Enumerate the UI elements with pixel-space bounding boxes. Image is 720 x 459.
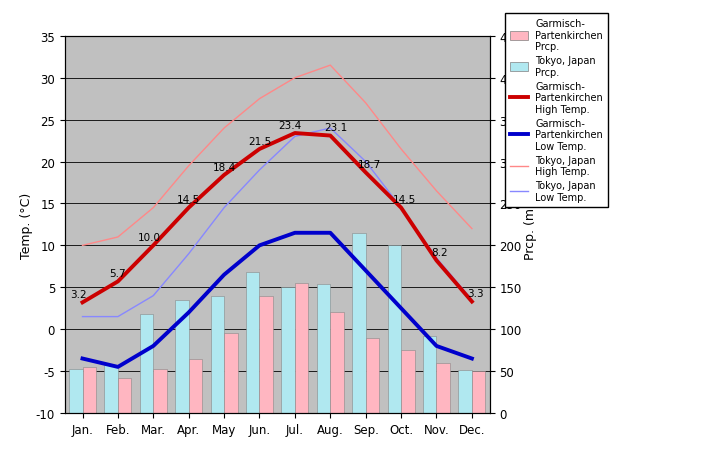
Garmisch-
Partenkirchen
High Temp.	[184, 206, 193, 211]
Bar	[459, 370, 472, 413]
Line: Tokyo, Japan
High Temp.: Tokyo, Japan High Temp.	[83, 66, 472, 246]
Tokyo, Japan
High Temp.	[184, 163, 193, 169]
Garmisch-
Partenkirchen
Low Temp.	[432, 343, 441, 349]
Garmisch-
Partenkirchen
Low Temp.	[467, 356, 476, 362]
Garmisch-
Partenkirchen
High Temp.	[326, 134, 335, 139]
Text: 8.2: 8.2	[432, 247, 449, 257]
Tokyo, Japan
Low Temp.	[397, 206, 405, 211]
Garmisch-
Partenkirchen
Low Temp.	[220, 272, 228, 278]
Text: 18.7: 18.7	[358, 160, 381, 170]
Bar	[140, 314, 153, 413]
Text: 10.0: 10.0	[138, 233, 161, 242]
Tokyo, Japan
Low Temp.	[291, 134, 300, 140]
Text: 5.7: 5.7	[109, 269, 126, 279]
Bar	[295, 284, 308, 413]
Tokyo, Japan
Low Temp.	[432, 256, 441, 261]
Garmisch-
Partenkirchen
High Temp.	[467, 299, 476, 305]
Garmisch-
Partenkirchen
High Temp.	[114, 279, 122, 285]
Bar	[423, 336, 436, 413]
Tokyo, Japan
High Temp.	[255, 97, 264, 102]
Garmisch-
Partenkirchen
Low Temp.	[291, 230, 300, 236]
Tokyo, Japan
High Temp.	[78, 243, 87, 249]
Bar	[259, 296, 273, 413]
Text: 23.1: 23.1	[324, 123, 347, 133]
Garmisch-
Partenkirchen
Low Temp.	[326, 230, 335, 236]
Text: 3.2: 3.2	[71, 289, 87, 299]
Garmisch-
Partenkirchen
Low Temp.	[255, 243, 264, 249]
Garmisch-
Partenkirchen
Low Temp.	[78, 356, 87, 362]
Y-axis label: Prcp. (mm): Prcp. (mm)	[524, 190, 537, 259]
Legend: Garmisch-
Partenkirchen
Prcp., Tokyo, Japan
Prcp., Garmisch-
Partenkirchen
High : Garmisch- Partenkirchen Prcp., Tokyo, Ja…	[505, 14, 608, 207]
Tokyo, Japan
Low Temp.	[149, 293, 158, 299]
Text: 3.3: 3.3	[467, 289, 484, 298]
Bar	[436, 363, 450, 413]
Text: 14.5: 14.5	[393, 195, 416, 205]
Tokyo, Japan
High Temp.	[467, 226, 476, 232]
Tokyo, Japan
High Temp.	[291, 76, 300, 81]
Bar	[104, 365, 118, 413]
Text: 18.4: 18.4	[212, 162, 235, 172]
Tokyo, Japan
Low Temp.	[467, 297, 476, 303]
Tokyo, Japan
High Temp.	[326, 63, 335, 69]
Bar	[189, 359, 202, 413]
Bar	[118, 378, 131, 413]
Garmisch-
Partenkirchen
Low Temp.	[397, 306, 405, 311]
Tokyo, Japan
High Temp.	[361, 101, 370, 106]
Tokyo, Japan
High Temp.	[149, 206, 158, 211]
Bar	[330, 313, 343, 413]
Tokyo, Japan
Low Temp.	[78, 314, 87, 319]
Line: Tokyo, Japan
Low Temp.: Tokyo, Japan Low Temp.	[83, 129, 472, 317]
Bar	[387, 246, 401, 413]
Y-axis label: Temp. (°C): Temp. (°C)	[20, 192, 33, 258]
Bar	[352, 233, 366, 413]
Bar	[472, 371, 485, 413]
Tokyo, Japan
High Temp.	[432, 189, 441, 194]
Tokyo, Japan
Low Temp.	[255, 168, 264, 174]
Tokyo, Japan
Low Temp.	[220, 206, 228, 211]
Bar	[366, 338, 379, 413]
Text: 14.5: 14.5	[177, 195, 200, 205]
Garmisch-
Partenkirchen
High Temp.	[149, 243, 158, 249]
Garmisch-
Partenkirchen
Low Temp.	[184, 310, 193, 315]
Garmisch-
Partenkirchen
Low Temp.	[114, 364, 122, 370]
Tokyo, Japan
Low Temp.	[361, 159, 370, 165]
Tokyo, Japan
High Temp.	[114, 235, 122, 240]
Bar	[401, 350, 415, 413]
Tokyo, Japan
Low Temp.	[184, 252, 193, 257]
Tokyo, Japan
High Temp.	[397, 147, 405, 152]
Bar	[246, 273, 259, 413]
Garmisch-
Partenkirchen
High Temp.	[397, 206, 405, 211]
Garmisch-
Partenkirchen
High Temp.	[255, 147, 264, 152]
Bar	[282, 288, 295, 413]
Bar	[224, 334, 238, 413]
Garmisch-
Partenkirchen
High Temp.	[220, 173, 228, 178]
Garmisch-
Partenkirchen
Low Temp.	[149, 343, 158, 349]
Garmisch-
Partenkirchen
High Temp.	[361, 170, 370, 176]
Tokyo, Japan
Low Temp.	[326, 126, 335, 131]
Line: Garmisch-
Partenkirchen
Low Temp.: Garmisch- Partenkirchen Low Temp.	[83, 233, 472, 367]
Bar	[83, 367, 96, 413]
Bar	[317, 284, 330, 413]
Garmisch-
Partenkirchen
High Temp.	[291, 131, 300, 136]
Bar	[69, 369, 83, 413]
Text: 23.4: 23.4	[278, 120, 301, 130]
Tokyo, Japan
High Temp.	[220, 126, 228, 131]
Tokyo, Japan
Low Temp.	[114, 314, 122, 319]
Garmisch-
Partenkirchen
Low Temp.	[361, 268, 370, 274]
Text: 21.5: 21.5	[248, 136, 271, 146]
Garmisch-
Partenkirchen
High Temp.	[78, 300, 87, 305]
Bar	[211, 296, 224, 413]
Garmisch-
Partenkirchen
High Temp.	[432, 258, 441, 263]
Bar	[175, 300, 189, 413]
Line: Garmisch-
Partenkirchen
High Temp.: Garmisch- Partenkirchen High Temp.	[83, 134, 472, 302]
Bar	[153, 369, 167, 413]
